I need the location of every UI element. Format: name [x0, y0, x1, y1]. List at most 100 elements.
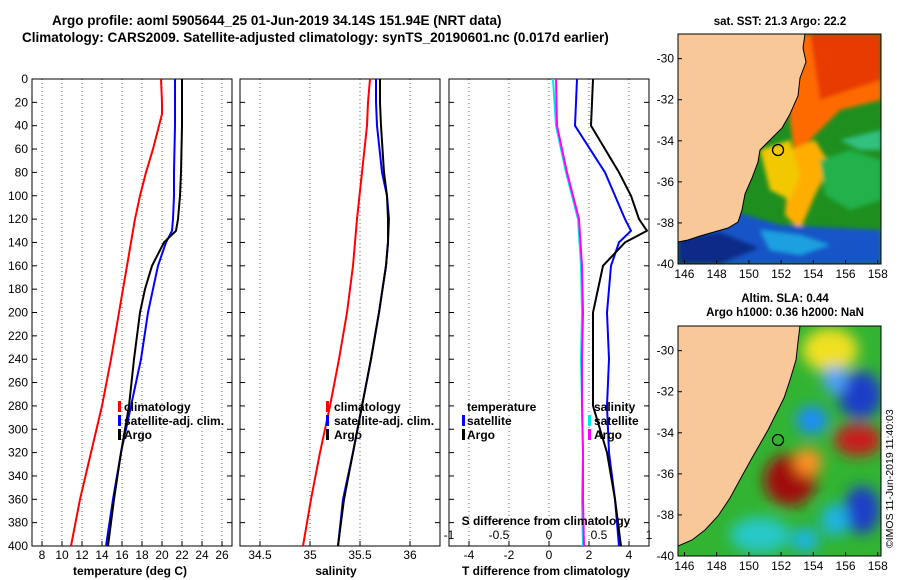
- legend-swatch-s-argo: [588, 429, 591, 440]
- legend-swatch-satellite: [326, 415, 329, 426]
- depth-tick-label: 400: [8, 539, 28, 553]
- x-tick-label: 12: [75, 548, 89, 562]
- salinity-difference-xlabel: S difference from climatology: [462, 514, 631, 528]
- map-lat-tick-label: -38: [657, 508, 675, 522]
- map-lon-tick-label: 154: [803, 267, 823, 281]
- sst-land: [678, 34, 806, 242]
- sst-map-frame: [677, 33, 882, 265]
- depth-tick-label: 100: [8, 189, 28, 203]
- map-lon-tick-label: 150: [739, 559, 759, 573]
- imos-credit: ©IMOS 11-Jun-2019 11:40:03: [884, 409, 896, 548]
- series-line-s-satellite: [552, 78, 584, 547]
- x-tick-label: 22: [175, 548, 189, 562]
- depth-tick-label: 300: [8, 422, 28, 436]
- plot-frame: [448, 78, 650, 547]
- legend-swatch-argo: [326, 429, 329, 440]
- series-line-climatology: [302, 78, 371, 547]
- depth-tick-label: 260: [8, 376, 28, 390]
- legend-label-satellite: satellite-adj. clim.: [334, 414, 434, 428]
- x-tick-label: 4: [626, 548, 633, 562]
- sla-land: [678, 326, 800, 546]
- depth-tick-label: 200: [8, 306, 28, 320]
- x-tick-label: 20: [155, 548, 169, 562]
- map-lat-tick-label: -38: [657, 216, 675, 230]
- legend-label-t-argo: Argo: [467, 428, 495, 442]
- temperature-xlabel: temperature (deg C): [73, 564, 187, 578]
- depth-tick-label: 0: [21, 72, 28, 86]
- map-lon-tick-label: 158: [868, 559, 888, 573]
- sla-argo-position-marker: [771, 433, 785, 447]
- legend-label-satellite: satellite-adj. clim.: [124, 414, 224, 428]
- depth-tick-label: 80: [15, 165, 29, 179]
- legend-title-salinity: salinity: [594, 400, 636, 414]
- sla-map-title1: Altim. SLA: 0.44: [741, 293, 829, 305]
- map-lon-tick-label: 148: [707, 559, 727, 573]
- map-lon-tick-label: 154: [803, 559, 823, 573]
- map-lat-tick-label: -32: [657, 93, 675, 107]
- map-lat-tick-label: -36: [657, 467, 675, 481]
- map-lon-tick-label: 146: [674, 267, 694, 281]
- depth-tick-label: 20: [15, 95, 29, 109]
- depth-tick-label: 320: [8, 446, 28, 460]
- sst-argo-position-marker: [771, 143, 785, 157]
- x2-tick-label: 0.5: [591, 528, 608, 542]
- x-tick-label: 34.5: [248, 548, 272, 562]
- legend-swatch-climatology: [118, 401, 121, 412]
- map-lat-tick-label: -34: [657, 426, 675, 440]
- x-tick-label: 8: [39, 548, 46, 562]
- legend-label-argo: Argo: [124, 428, 152, 442]
- series-line-s-argo: [555, 78, 585, 547]
- figure-title-line2: Climatology: CARS2009. Satellite-adjuste…: [22, 30, 609, 45]
- plot-frame: [31, 78, 233, 547]
- map-lon-tick-label: 156: [836, 559, 856, 573]
- temperature-legend: climatology satellite-adj. clim. Argo: [118, 400, 224, 442]
- depth-tick-label: 180: [8, 282, 28, 296]
- x2-tick-label: -1: [444, 528, 455, 542]
- x-tick-label: 0: [546, 548, 553, 562]
- x2-tick-label: 1: [646, 528, 653, 542]
- plot-frame: [239, 78, 441, 547]
- map-lon-tick-label: 150: [739, 267, 759, 281]
- depth-tick-label: 240: [8, 352, 28, 366]
- map-lon-tick-label: 146: [674, 559, 694, 573]
- map-lat-tick-label: -32: [657, 385, 675, 399]
- depth-tick-label: 160: [8, 259, 28, 273]
- series-line-argo: [107, 79, 183, 547]
- legend-swatch-s-satellite: [588, 415, 591, 426]
- sla-map-title2: Argo h1000: 0.36 h2000: NaN: [706, 307, 864, 319]
- depth-tick-label: 340: [8, 469, 28, 483]
- legend-swatch-climatology: [326, 401, 329, 412]
- legend-swatch-argo: [118, 429, 121, 440]
- x-tick-label: 18: [135, 548, 149, 562]
- map-lat-tick-label: -40: [657, 257, 675, 271]
- salinity-legend: climatology satellite-adj. clim. Argo: [326, 400, 434, 442]
- x-tick-label: 10: [55, 548, 69, 562]
- map-lat-tick-label: -40: [657, 549, 675, 563]
- x-tick-label: 35: [303, 548, 317, 562]
- difference-xlabel: T difference from climatology: [462, 564, 630, 578]
- depth-tick-label: 360: [8, 492, 28, 506]
- x2-tick-label: -0.5: [489, 528, 510, 542]
- sla-map: [677, 325, 882, 557]
- map-lat-tick-label: -30: [657, 52, 675, 66]
- depth-tick-label: 120: [8, 212, 28, 226]
- map-lon-tick-label: 148: [707, 267, 727, 281]
- x-tick-label: 14: [95, 548, 109, 562]
- difference-legend: temperature satellite Argo salinity sate…: [462, 400, 639, 442]
- depth-tick-label: 140: [8, 235, 28, 249]
- map-lon-tick-label: 158: [868, 267, 888, 281]
- map-lat-tick-label: -36: [657, 175, 675, 189]
- x-tick-label: 35.5: [348, 548, 372, 562]
- depth-tick-label: 60: [15, 142, 29, 156]
- x-tick-label: 36: [403, 548, 417, 562]
- legend-label-s-argo: Argo: [594, 428, 622, 442]
- map-lat-tick-label: -30: [657, 344, 675, 358]
- depth-tick-label: 40: [15, 119, 29, 133]
- legend-swatch-t-satellite: [462, 415, 465, 426]
- legend-label-s-satellite: satellite: [594, 414, 639, 428]
- map-lon-tick-label: 152: [771, 267, 791, 281]
- x-tick-label: 24: [195, 548, 209, 562]
- x-tick-label: -2: [504, 548, 515, 562]
- legend-title-temperature: temperature: [467, 400, 537, 414]
